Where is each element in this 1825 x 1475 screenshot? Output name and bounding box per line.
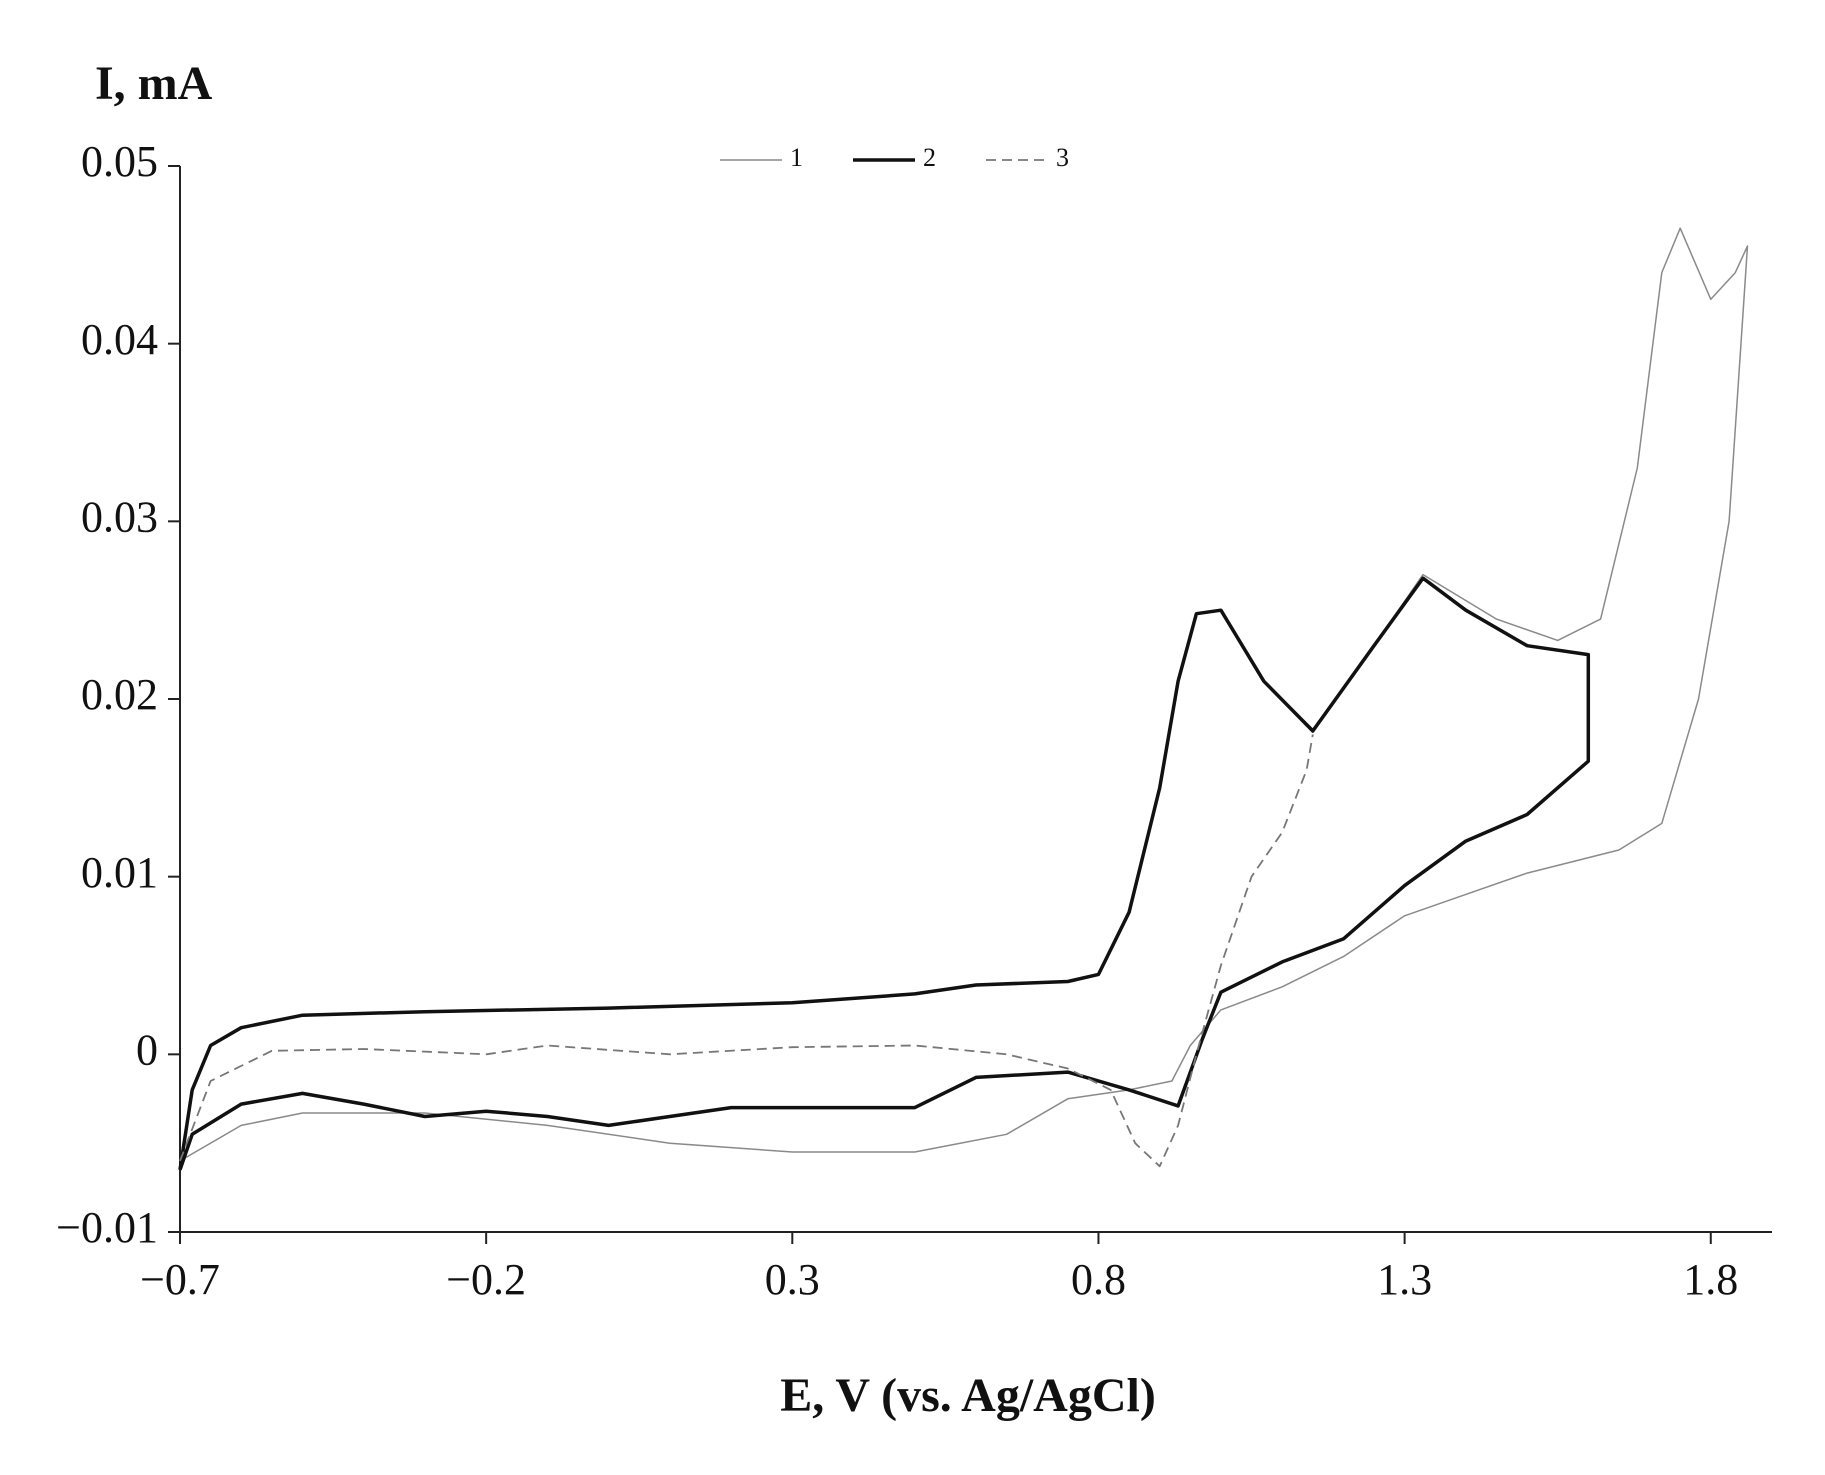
x-tick-label: −0.2 <box>446 1255 526 1304</box>
x-tick-label: 1.3 <box>1377 1255 1432 1304</box>
y-tick-label: 0.03 <box>81 492 158 541</box>
y-tick-label: 0.02 <box>81 670 158 719</box>
y-tick-label: 0.04 <box>81 315 158 364</box>
legend-label: 3 <box>1056 143 1069 172</box>
y-tick-label: 0.05 <box>81 137 158 186</box>
y-tick-label: 0.01 <box>81 848 158 897</box>
legend-label: 2 <box>923 143 936 172</box>
x-tick-label: 1.8 <box>1683 1255 1738 1304</box>
x-axis-title: E, V (vs. Ag/AgCl) <box>780 1369 1156 1422</box>
series-line <box>179 734 1314 1168</box>
y-axis-title: I, mA <box>95 57 213 110</box>
x-tick-label: 0.8 <box>1071 1255 1126 1304</box>
y-tick-label: −0.01 <box>56 1203 158 1252</box>
x-tick-label: 0.3 <box>765 1255 820 1304</box>
legend-label: 1 <box>790 143 803 172</box>
y-tick-label: 0 <box>136 1025 158 1074</box>
series-line <box>178 576 1591 1171</box>
x-tick-label: −0.7 <box>140 1255 220 1304</box>
series-line <box>179 227 1749 1170</box>
